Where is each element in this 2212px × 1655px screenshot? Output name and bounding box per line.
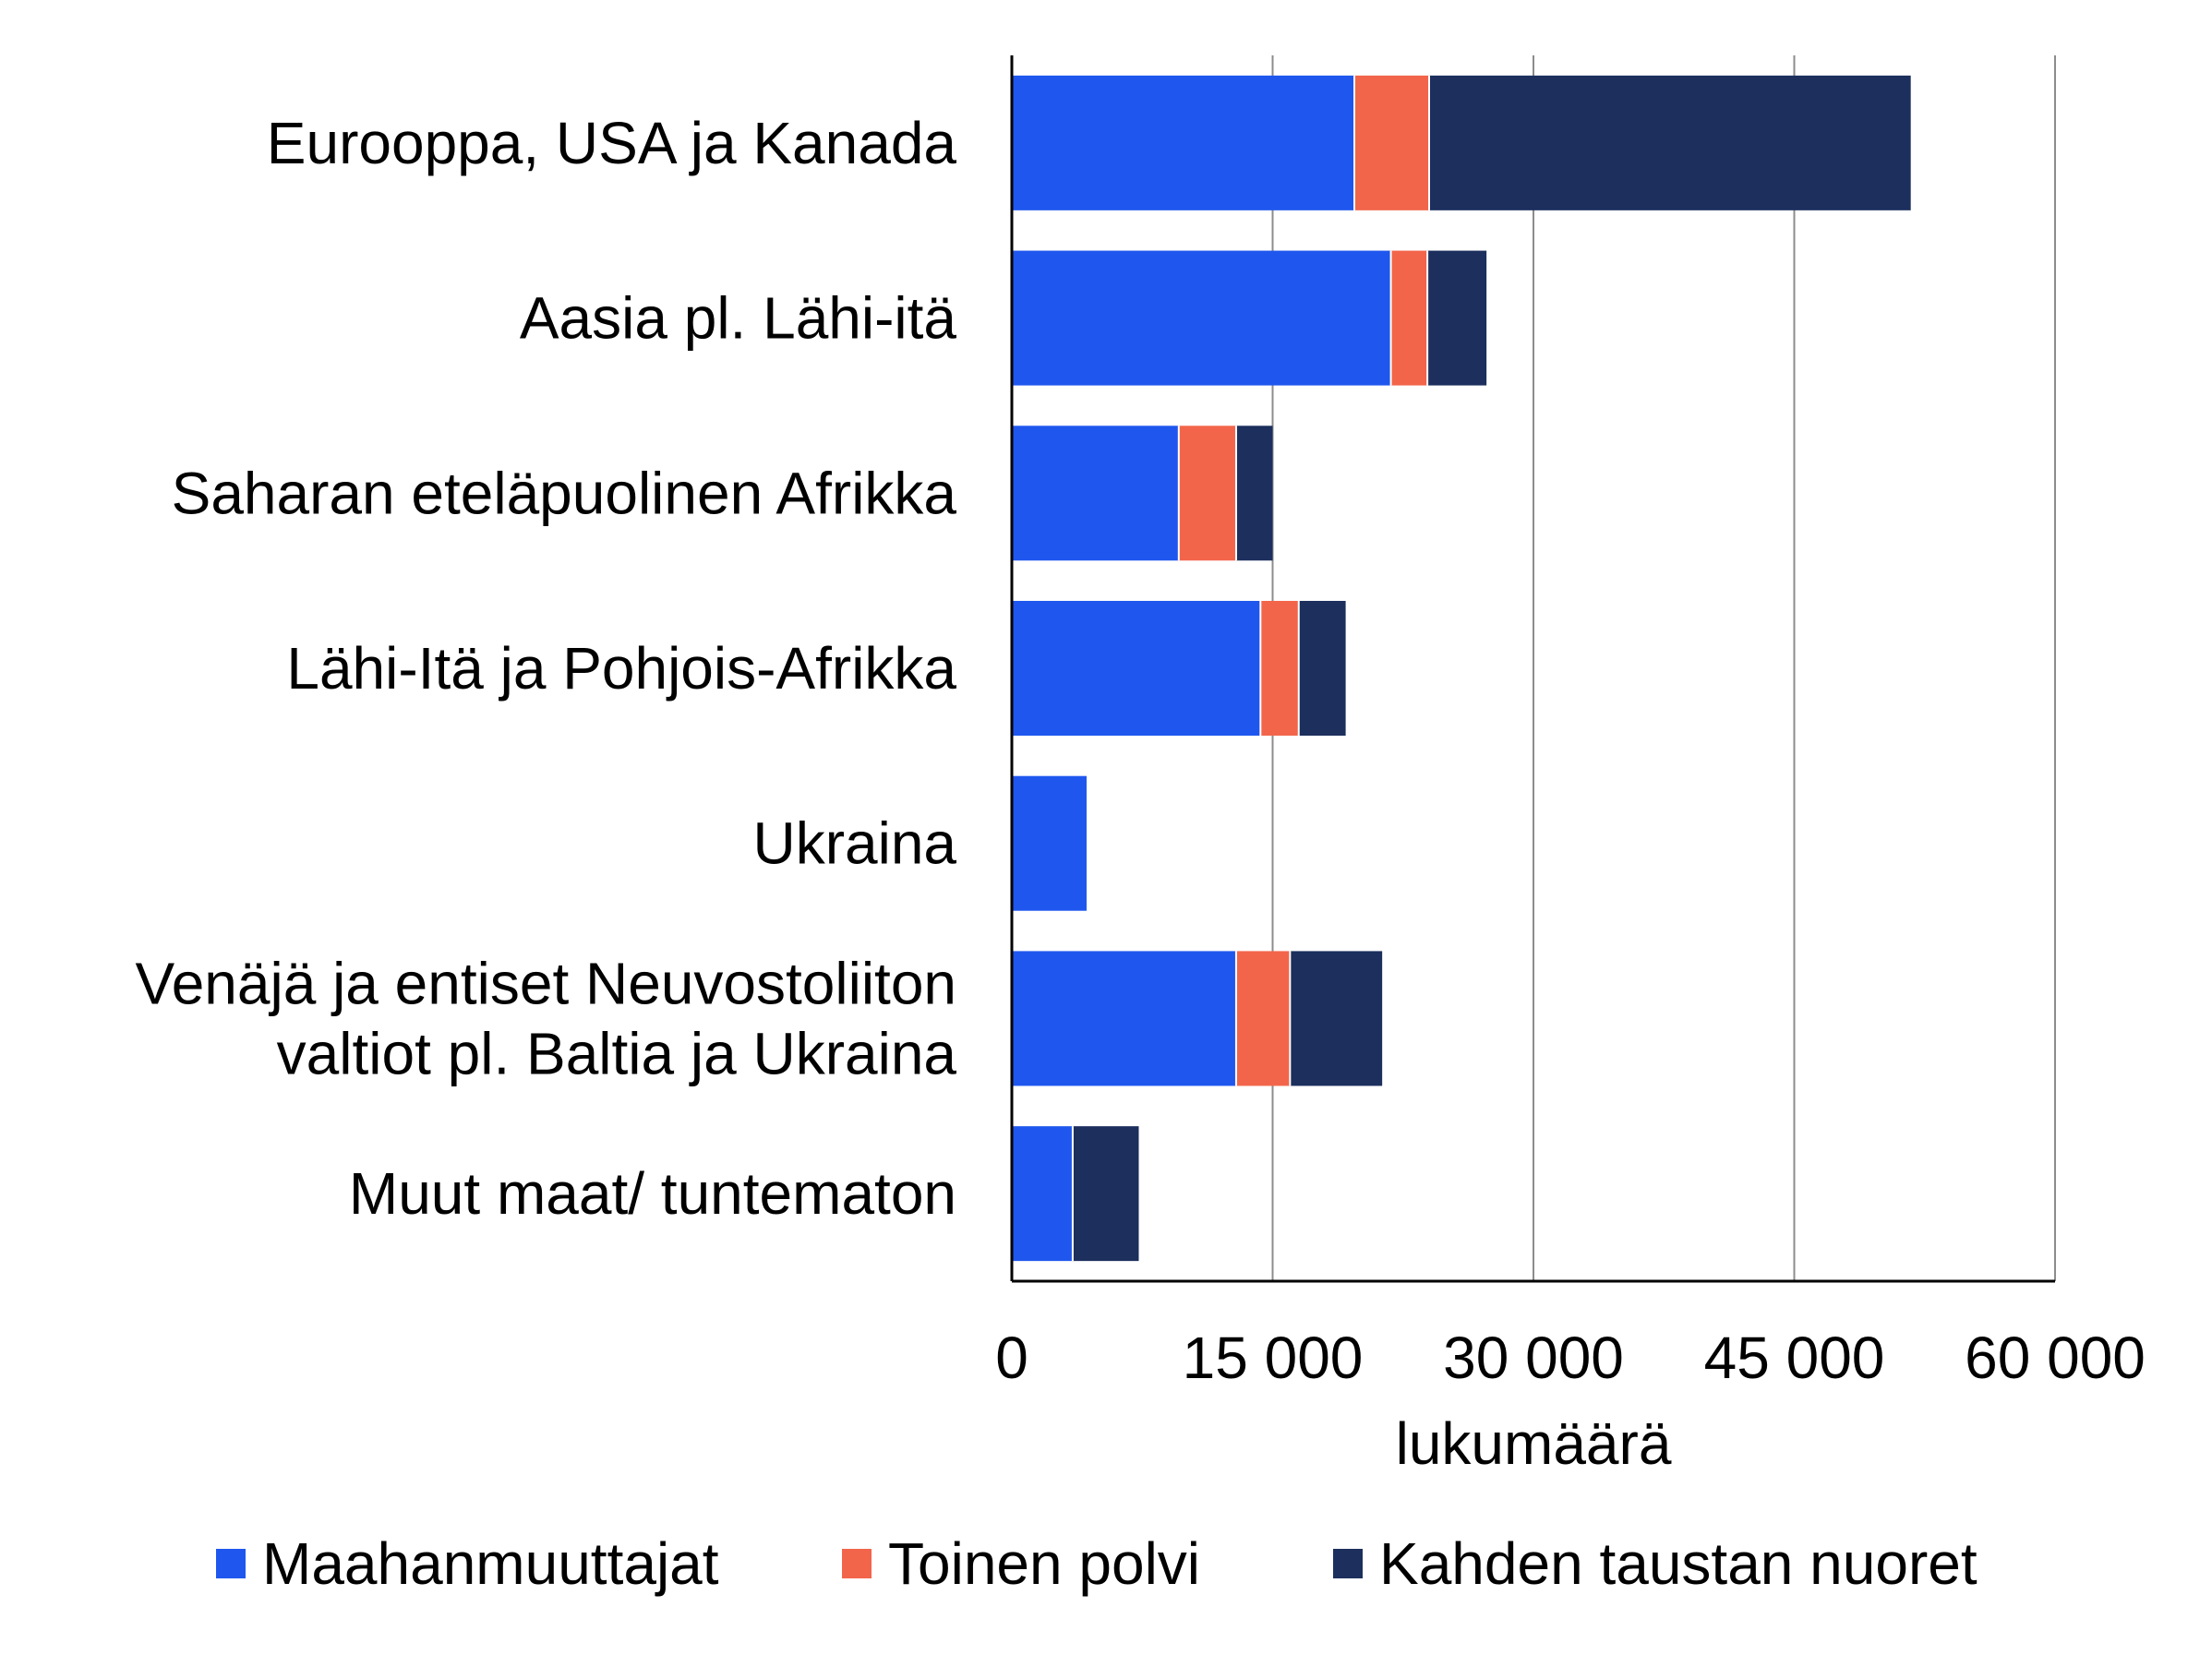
x-tick-label-0: 0 xyxy=(995,1325,1028,1391)
bar-3-series-0 xyxy=(1012,601,1261,736)
x-tick-label-2: 30 000 xyxy=(1443,1325,1624,1391)
legend-swatch-2 xyxy=(1333,1549,1363,1578)
x-tick-label-3: 45 000 xyxy=(1704,1325,1885,1391)
category-label-2: Saharan eteläpuolinen Afrikka xyxy=(172,460,957,526)
bar-6-series-0 xyxy=(1012,1126,1073,1262)
legend-swatch-0 xyxy=(216,1549,246,1578)
bar-6-series-2 xyxy=(1072,1126,1139,1262)
bar-2-series-1 xyxy=(1178,426,1236,561)
legend-label-0: Maahanmuuttajat xyxy=(262,1530,719,1597)
legend-label-2: Kahden taustan nuoret xyxy=(1379,1530,1978,1597)
category-label-3: Lähi-Itä ja Pohjois-Afrikka xyxy=(286,635,956,702)
category-label-6: Muut maat/ tuntematon xyxy=(349,1160,956,1227)
bar-0-series-1 xyxy=(1354,75,1429,210)
bar-1-series-1 xyxy=(1390,250,1428,386)
bar-1-series-0 xyxy=(1012,250,1391,386)
bar-5-series-1 xyxy=(1235,951,1291,1086)
bar-3-series-1 xyxy=(1260,601,1299,736)
legend-swatch-1 xyxy=(842,1549,872,1578)
bar-1-series-2 xyxy=(1427,250,1487,386)
legend: Maahanmuuttajat Toinen polvi Kahden tausta… xyxy=(216,1530,1978,1597)
bar-3-series-2 xyxy=(1298,601,1346,736)
x-axis-title: lukumäärä xyxy=(1396,1410,1672,1477)
category-labels: Eurooppa, USA ja Kanada Aasia pl. Lähi-it… xyxy=(136,110,957,1227)
bar-0-series-0 xyxy=(1012,75,1355,210)
category-label-0: Eurooppa, USA ja Kanada xyxy=(267,110,957,176)
bar-0-series-2 xyxy=(1429,75,1911,210)
category-label-5-line-1: valtiot pl. Baltia ja Ukraina xyxy=(277,1020,957,1086)
bar-5-series-0 xyxy=(1012,951,1236,1086)
gridlines xyxy=(1271,55,2056,1281)
legend-label-1: Toinen polvi xyxy=(888,1530,1200,1597)
bar-5-series-2 xyxy=(1290,951,1383,1086)
x-tick-labels: 0 15 000 30 000 45 000 60 000 xyxy=(995,1325,2146,1391)
category-label-5-line-0: Venäjä ja entiset Neuvostoliiton xyxy=(136,950,956,1016)
bar-2-series-0 xyxy=(1012,426,1179,561)
category-label-4: Ukraina xyxy=(752,810,956,877)
bar-4-series-0 xyxy=(1012,775,1087,911)
bars xyxy=(1012,75,1911,1262)
x-tick-label-4: 60 000 xyxy=(1965,1325,2146,1391)
bar-2-series-2 xyxy=(1235,426,1273,561)
axes xyxy=(1010,55,2055,1283)
x-tick-label-1: 15 000 xyxy=(1183,1325,1364,1391)
category-label-1: Aasia pl. Lähi-itä xyxy=(520,285,957,352)
